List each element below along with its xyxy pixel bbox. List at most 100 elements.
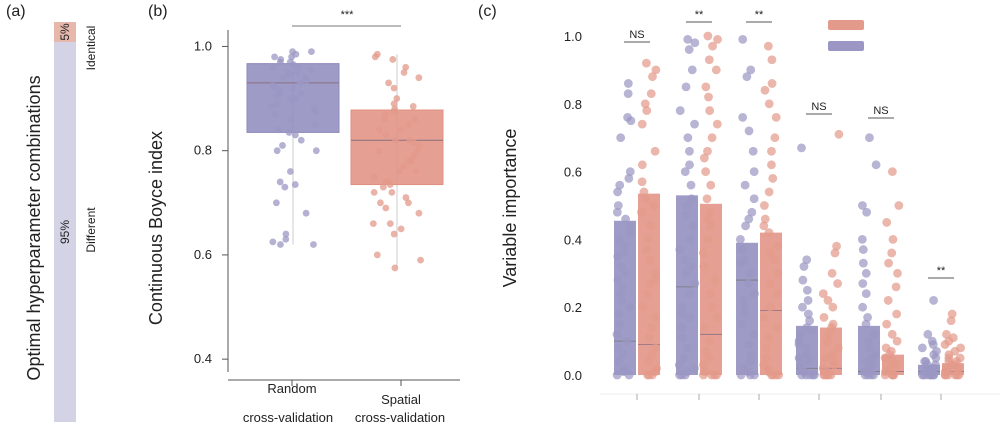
c-point-spatial [767,79,777,88]
c-point-random [622,336,632,346]
b-point [370,173,378,181]
c-point-random [803,296,813,305]
c-point-random [858,302,868,312]
panel-a: (a) Optimal hyperparameter combinations … [6,3,98,422]
c-point-spatial [882,218,892,227]
b-point [390,100,398,108]
c-point-spatial [888,235,898,244]
different-label: Different [84,207,98,253]
c-point-spatial [705,289,715,299]
different-bar [54,42,76,422]
c-point-random [863,312,873,322]
b-point [417,256,424,264]
c-point-random [680,255,690,265]
c-point-random [685,160,694,170]
c-point-spatial [705,207,714,217]
c-point-random [685,312,695,322]
c-point-spatial [651,343,660,353]
panel-c-ylabel: Variable importance [500,129,520,288]
c-point-random [794,340,804,349]
c-point-spatial [882,319,892,329]
b-point [396,168,404,175]
b-point [382,178,390,186]
c-point-spatial [637,160,647,170]
c-point-spatial [644,333,654,343]
c-point-spatial [773,268,783,278]
legend-swatch-random [828,41,864,51]
c-point-random [680,167,690,177]
panel-b-ylabel: Continuous Boyce index [146,131,166,325]
c-significance: NS [811,101,826,113]
c-point-spatial [650,312,660,322]
identical-label: Identical [84,26,98,71]
b-point [297,89,305,97]
c-point-spatial [768,173,778,183]
c-point-spatial [707,302,717,312]
c-point-random [861,268,871,278]
b-ytick: 0.4 [194,351,212,366]
c-point-spatial [819,312,829,322]
b-point [409,102,417,110]
c-point-spatial [828,350,837,360]
c-point-random [682,268,691,278]
c-point-spatial [642,106,652,115]
c-point-random [742,72,752,82]
b-point [302,209,310,217]
c-point-random [744,214,754,224]
c-point-spatial [704,55,714,65]
c-point-spatial [942,329,951,339]
panel-a-label: (a) [6,3,26,20]
b-xlabel-random-2: cross-validation [243,410,333,425]
c-point-spatial [703,146,712,156]
b-point [282,230,290,238]
b-point [269,63,277,71]
c-point-random [749,167,759,177]
panel-b-label: (b) [148,3,168,20]
c-point-spatial [887,329,897,339]
b-point [369,220,377,228]
c-point-spatial [767,146,776,156]
c-point-random [612,329,622,339]
c-point-random [735,235,745,244]
panel-c: (c) Variable importance 1.0 0.8 0.6 0.4 … [478,3,1000,400]
c-point-spatial [759,221,769,231]
c-point-random [689,363,699,373]
c-point-spatial [650,146,660,156]
c-point-spatial [713,34,722,44]
c-significance: ** [755,9,764,21]
c-point-spatial [646,89,656,99]
b-point [404,199,412,207]
b-point [302,74,309,82]
b-point [274,126,282,134]
c-point-spatial [834,129,844,139]
b-point [272,84,279,92]
c-point-spatial [646,221,656,231]
b-point [285,129,293,136]
b-point [393,95,401,102]
c-point-spatial [759,312,769,322]
c-point-random [625,167,635,177]
c-point-random [923,329,933,339]
c-point-spatial [699,262,709,271]
c-point-spatial [704,353,714,363]
c-point-random [746,65,756,75]
c-significance: NS [629,29,644,41]
c-point-random [750,289,759,299]
c-point-random [926,370,936,380]
c-point-spatial [638,302,648,312]
c-point-random [624,370,634,380]
c-point-spatial [706,180,716,190]
c-point-random [744,126,754,136]
c-point-random [690,119,699,129]
c-point-random [744,279,753,288]
c-point-random [798,275,808,285]
c-point-random [749,370,759,380]
c-point-random [863,370,873,380]
c-point-spatial [764,228,774,238]
legend-swatch-spatial [828,20,864,30]
c-point-random [613,201,623,210]
c-point-random [796,329,805,339]
c-point-random [626,116,636,126]
c-ytick: 1.0 [564,29,582,44]
